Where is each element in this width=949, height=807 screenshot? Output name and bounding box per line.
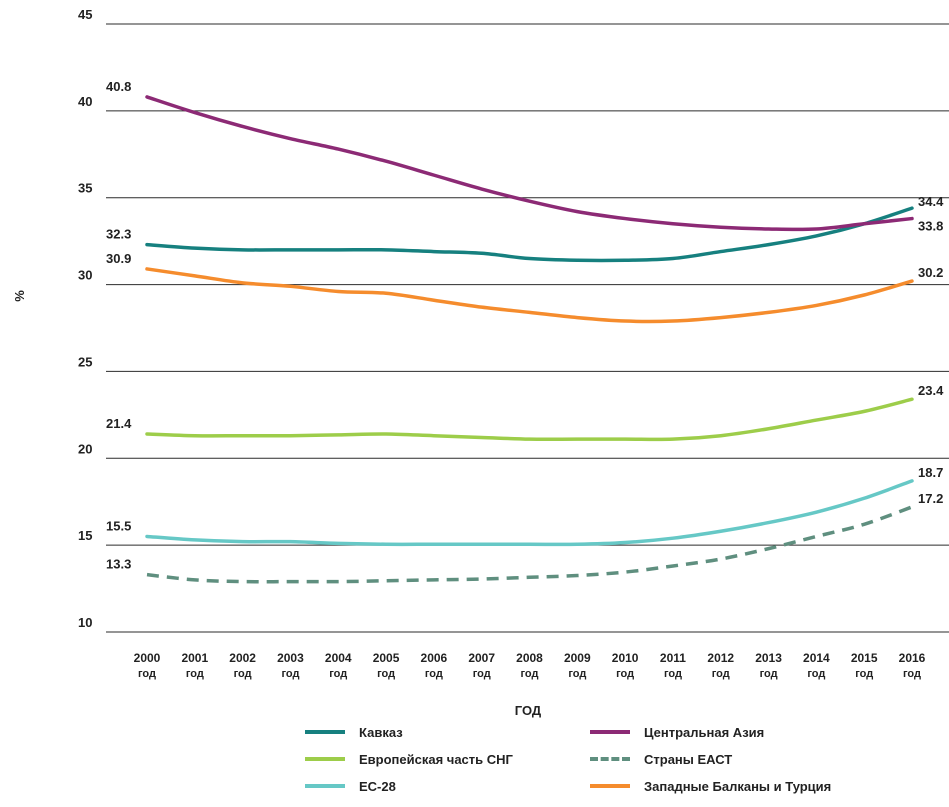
legend-item: Центральная Азия (590, 722, 764, 742)
x-tick-label: 2004 (325, 651, 352, 665)
x-tick-label: 2003 (277, 651, 304, 665)
legend-swatch (590, 730, 630, 734)
end-value-label: 18.7 (918, 465, 943, 480)
x-tick-label: 2005 (373, 651, 400, 665)
y-tick-label: 20 (78, 441, 92, 456)
x-tick-sublabel: год (760, 668, 778, 680)
x-tick-sublabel: год (807, 668, 825, 680)
x-tick-label: 2010 (612, 651, 639, 665)
legend-item: ЕС-28 (305, 776, 396, 796)
legend-item: Европейская часть СНГ (305, 749, 513, 769)
data-labels: 32.3 34.4 40.8 33.8 21.4 23.4 13.3 17.2 15.5 18.7… (106, 79, 944, 572)
x-tick-label: 2016 (899, 651, 926, 665)
x-tick-sublabel: год (568, 668, 586, 680)
x-tick-sublabel: год (186, 668, 204, 680)
x-tick-sublabel: год (712, 668, 730, 680)
end-value-label: 17.2 (918, 491, 943, 506)
end-value-label: 23.4 (918, 383, 944, 398)
y-axis-label: % (12, 290, 27, 302)
series-line-3 (146, 505, 913, 584)
y-tick-label: 30 (78, 268, 92, 283)
y-tick-label: 10 (78, 615, 92, 630)
x-tick-label: 2002 (229, 651, 256, 665)
x-tick-label: 2008 (516, 651, 543, 665)
x-tick-sublabel: год (234, 668, 252, 680)
x-tick-label: 2007 (468, 651, 495, 665)
legend-label: Центральная Азия (644, 724, 765, 740)
x-axis-label: ГОД (515, 703, 542, 718)
x-tick-label: 2009 (564, 651, 591, 665)
x-tick-sublabel: год (425, 668, 443, 680)
series-line-0 (145, 206, 914, 263)
legend-label: Европейская часть СНГ (359, 751, 513, 767)
start-value-label: 15.5 (106, 518, 131, 533)
legend-label: Западные Балканы и Турция (644, 778, 832, 794)
x-tick-sublabel: год (664, 668, 682, 680)
start-value-label: 21.4 (106, 416, 132, 431)
start-value-label: 40.8 (106, 79, 131, 94)
legend-label: Кавказ (359, 724, 403, 740)
end-value-label: 33.8 (918, 219, 943, 234)
x-tick-sublabel: год (903, 668, 921, 680)
legend-label: Страны ЕАСТ (644, 751, 733, 767)
x-tick-label: 2015 (851, 651, 878, 665)
legend-swatch (590, 784, 630, 788)
series-line-4 (145, 479, 914, 547)
x-tick-sublabel: год (138, 668, 156, 680)
series-line-1 (145, 95, 914, 232)
legend-swatch (305, 730, 345, 734)
start-value-label: 32.3 (106, 227, 131, 242)
end-value-label: 34.4 (918, 194, 944, 209)
start-value-label: 30.9 (106, 251, 131, 266)
series-lines (145, 95, 914, 584)
y-axis-ticks: 10 15 20 25 30 35 40 45 (78, 7, 92, 630)
end-value-label: 30.2 (918, 265, 943, 280)
x-tick-sublabel: год (281, 668, 299, 680)
legend-swatch (305, 757, 345, 761)
legend-swatch (590, 757, 630, 761)
x-tick-label: 2011 (660, 651, 686, 665)
x-tick-label: 2013 (755, 651, 782, 665)
x-tick-label: 2012 (707, 651, 734, 665)
series-line-5 (145, 267, 914, 324)
legend-item: Страны ЕАСТ (590, 749, 732, 769)
y-tick-label: 35 (78, 181, 92, 196)
x-tick-label: 2006 (421, 651, 448, 665)
y-tick-label: 40 (78, 94, 92, 109)
y-tick-label: 15 (78, 528, 92, 543)
y-tick-label: 25 (78, 354, 92, 369)
x-tick-label: 2000 (134, 651, 161, 665)
x-tick-sublabel: год (473, 668, 491, 680)
legend-item: Западные Балканы и Турция (590, 776, 831, 796)
x-tick-sublabel: год (521, 668, 539, 680)
y-tick-label: 45 (78, 7, 92, 22)
start-value-label: 13.3 (106, 557, 131, 572)
x-tick-label: 2001 (181, 651, 208, 665)
x-tick-sublabel: год (855, 668, 873, 680)
series-line-2 (145, 397, 914, 442)
x-tick-label: 2014 (803, 651, 830, 665)
x-tick-sublabel: год (329, 668, 347, 680)
legend-label: ЕС-28 (359, 778, 396, 794)
legend-item: Кавказ (305, 722, 403, 742)
x-axis-ticks: 2000 год 2001 год 2002 год 2003 год 2004 год 2005 г… (134, 651, 926, 680)
legend-swatch (305, 784, 345, 788)
x-tick-sublabel: год (616, 668, 634, 680)
x-tick-sublabel: год (377, 668, 395, 680)
